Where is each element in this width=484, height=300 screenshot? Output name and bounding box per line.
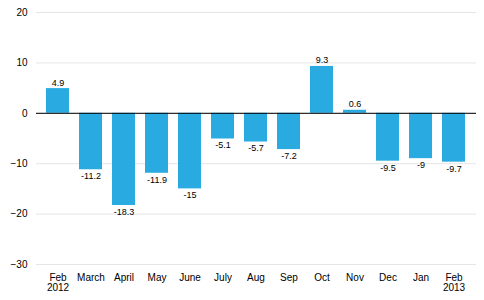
svg-text:June: June	[179, 272, 201, 283]
svg-text:Aug: Aug	[247, 272, 265, 283]
svg-text:Nov: Nov	[346, 272, 364, 283]
svg-text:−20: −20	[11, 208, 28, 219]
svg-text:-5.7: -5.7	[248, 143, 264, 153]
svg-text:Feb2012: Feb2012	[47, 272, 70, 293]
svg-text:Feb2013: Feb2013	[443, 272, 466, 293]
svg-text:20: 20	[16, 7, 28, 18]
svg-text:-7.2: -7.2	[281, 151, 297, 161]
svg-text:Dec: Dec	[379, 272, 397, 283]
svg-text:-15: -15	[183, 190, 196, 200]
svg-text:−10: −10	[11, 158, 28, 169]
svg-text:-9: -9	[417, 160, 425, 170]
svg-text:-9.7: -9.7	[446, 164, 462, 174]
svg-text:-11.9: -11.9	[147, 175, 167, 185]
svg-text:April: April	[114, 272, 134, 283]
svg-text:Oct: Oct	[314, 272, 330, 283]
svg-text:July: July	[214, 272, 232, 283]
svg-text:-18.3: -18.3	[114, 207, 135, 217]
svg-text:0: 0	[22, 108, 28, 119]
svg-text:4.9: 4.9	[52, 78, 65, 88]
svg-text:Jan: Jan	[413, 272, 429, 283]
svg-text:0.6: 0.6	[349, 99, 362, 109]
svg-text:9.3: 9.3	[316, 55, 329, 65]
svg-text:−30: −30	[11, 259, 28, 270]
svg-text:10: 10	[16, 57, 28, 68]
svg-text:Sep: Sep	[280, 272, 298, 283]
svg-text:-9.5: -9.5	[380, 163, 396, 173]
svg-text:-5.1: -5.1	[215, 140, 231, 150]
svg-text:May: May	[148, 272, 167, 283]
svg-text:-11.2: -11.2	[81, 171, 101, 181]
svg-text:March: March	[77, 272, 105, 283]
